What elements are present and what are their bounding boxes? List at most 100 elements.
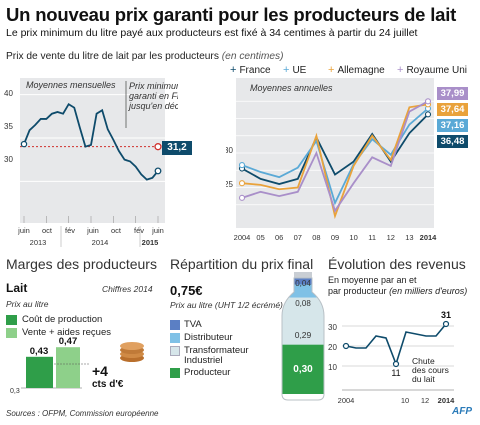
key-industriel-label: Industriel bbox=[184, 355, 223, 366]
bottle-label-transformateur: 0,29 bbox=[295, 330, 312, 340]
revenus-annotation-2: des cours bbox=[412, 365, 449, 375]
legend-marker-icon: + bbox=[328, 64, 335, 76]
revenus-xtick: 2014 bbox=[438, 396, 456, 404]
monthly-plot-bg bbox=[20, 78, 165, 223]
revenus-xtick: 10 bbox=[401, 396, 409, 404]
key-sales-swatch bbox=[6, 328, 17, 338]
revenus-label-11: 11 bbox=[391, 368, 400, 378]
margins-year: Chiffres 2014 bbox=[102, 284, 153, 294]
key-cost-label: Coût de production bbox=[22, 314, 103, 325]
bottle-segment-tva bbox=[282, 278, 324, 286]
monthly-xtick: fév bbox=[134, 226, 144, 235]
revenus-label-31: 31 bbox=[441, 310, 451, 320]
page-subtitle: Le prix minimum du litre payé aux produc… bbox=[6, 27, 418, 39]
annual-xtick: 12 bbox=[387, 233, 395, 242]
monthly-ytick-30: 30 bbox=[4, 155, 13, 164]
callout-line-1: Prix minimum bbox=[129, 81, 178, 91]
legend-marker-icon: + bbox=[397, 64, 404, 76]
bar-sales bbox=[56, 347, 80, 388]
revenus-low-marker bbox=[392, 360, 400, 368]
margins-chart: 0,3 0,43 0,47 bbox=[10, 336, 90, 395]
bar-sales-label: 0,47 bbox=[59, 336, 78, 347]
annual-line-allemagne bbox=[241, 103, 429, 220]
annual-end-badge-fr: 36,48 bbox=[437, 135, 468, 148]
key-tva-label: TVA bbox=[184, 319, 202, 330]
margins-diff-unit: cts d'€ bbox=[92, 379, 124, 390]
bar-cost-label: 0,43 bbox=[30, 346, 49, 357]
margins-product: Lait bbox=[6, 281, 28, 295]
revenus-ytick-30: 30 bbox=[328, 323, 337, 332]
key-tva-swatch bbox=[170, 320, 180, 330]
bottle-segment-producteur bbox=[282, 344, 324, 394]
margins-axis-min: 0,3 bbox=[10, 388, 20, 395]
legend-marker-icon: + bbox=[283, 64, 290, 76]
revenus-annotation-1: Chute bbox=[412, 356, 435, 366]
legend-ue: + UE bbox=[283, 64, 307, 76]
revenus-start-marker bbox=[342, 342, 350, 350]
annual-xtick: 13 bbox=[405, 233, 413, 242]
revenus-xtick: 12 bbox=[421, 396, 429, 404]
revenus-chart: 30 20 10 31 11 Chute des cours du lait 2… bbox=[328, 310, 456, 404]
repartition-unit: Prix au litre (UHT 1/2 écrémé) bbox=[170, 300, 283, 310]
key-distributeur-swatch bbox=[170, 333, 180, 343]
monthly-xtick: juin bbox=[86, 226, 99, 235]
key-producteur-label: Producteur bbox=[184, 367, 231, 378]
annual-xtick: 2004 bbox=[234, 233, 251, 242]
key-transformateur-label: Transformateur bbox=[184, 345, 249, 356]
callout-line-3: jusqu'en décembre bbox=[128, 101, 178, 111]
monthly-xtick: oct bbox=[111, 226, 122, 235]
price-chart-header: Prix de vente du litre de lait par les p… bbox=[6, 51, 283, 62]
monthly-end-badge: 31,2 bbox=[162, 141, 192, 155]
bottle-label-producteur: 0,30 bbox=[293, 364, 313, 375]
revenus-title: Évolution des revenus bbox=[328, 256, 466, 272]
annual-xtick: 11 bbox=[368, 233, 376, 242]
key-producteur-swatch bbox=[170, 368, 180, 378]
price-label: Prix de vente du litre de lait par les p… bbox=[6, 51, 219, 62]
revenus-ytick-10: 10 bbox=[328, 363, 337, 372]
callout-line-2: garanti en France bbox=[129, 91, 178, 101]
annual-ytick-30: 30 bbox=[226, 146, 233, 155]
annual-end-marker bbox=[424, 98, 432, 105]
annual-end-badge-de: 37,64 bbox=[437, 103, 468, 116]
key-sales-label: Vente + aides reçues bbox=[22, 327, 111, 338]
monthly-xyear: 2013 bbox=[30, 238, 47, 247]
annual-line-france bbox=[241, 113, 429, 185]
afp-logo: AFP bbox=[452, 406, 472, 417]
bar-cost bbox=[26, 356, 53, 388]
annual-end-badge-uk: 37,99 bbox=[437, 87, 468, 100]
revenus-ytick-20: 20 bbox=[328, 343, 337, 352]
margins-title: Marges des producteurs bbox=[6, 256, 157, 272]
annual-xtick: 05 bbox=[256, 233, 264, 242]
annual-line-royaume-uni bbox=[241, 100, 429, 213]
monthly-ytick-40: 40 bbox=[4, 89, 13, 98]
revenus-subtitle-2: par producteur (en milliers d'euros) bbox=[328, 286, 468, 296]
min-price-marker bbox=[154, 143, 162, 151]
bottle-label-tva: 0,04 bbox=[295, 279, 311, 288]
annual-xtick: 09 bbox=[331, 233, 339, 242]
monthly-xtick: juin bbox=[17, 226, 30, 235]
monthly-chart: Moyennes mensuelles Prix minimum garanti… bbox=[4, 78, 178, 247]
monthly-france-line bbox=[23, 102, 159, 181]
monthly-ytick-35: 35 bbox=[4, 122, 13, 131]
annual-xtick: 08 bbox=[312, 233, 320, 242]
legend-allemagne: + Allemagne bbox=[328, 64, 385, 76]
revenus-xtick: 2004 bbox=[338, 396, 355, 404]
legend-marker-icon: + bbox=[230, 64, 237, 76]
monthly-xtick: juin bbox=[151, 226, 164, 235]
legend-royaume-uni: + Royaume Uni bbox=[397, 64, 468, 76]
monthly-callout: Prix minimum garanti en France jusqu'en … bbox=[125, 81, 178, 128]
price-unit: (en centimes) bbox=[221, 51, 284, 62]
repartition-price: 0,75€ bbox=[170, 283, 203, 298]
repartition-title: Répartition du prix final bbox=[170, 256, 314, 272]
margins-diff-value: +4 bbox=[92, 363, 108, 379]
annual-xtick: 10 bbox=[349, 233, 357, 242]
annual-start-marker bbox=[238, 194, 246, 201]
key-transformateur-swatch bbox=[170, 346, 180, 356]
sources: Sources : OFPM, Commission européenne bbox=[6, 409, 159, 418]
monthly-xtick: oct bbox=[42, 226, 53, 235]
margins-unit: Prix au litre bbox=[6, 299, 49, 309]
milk-bottle: 0,04 0,08 0,29 0,30 bbox=[281, 272, 325, 401]
monthly-start-marker bbox=[20, 140, 28, 148]
coins-icon bbox=[120, 342, 144, 362]
annual-end-marker bbox=[424, 111, 432, 118]
